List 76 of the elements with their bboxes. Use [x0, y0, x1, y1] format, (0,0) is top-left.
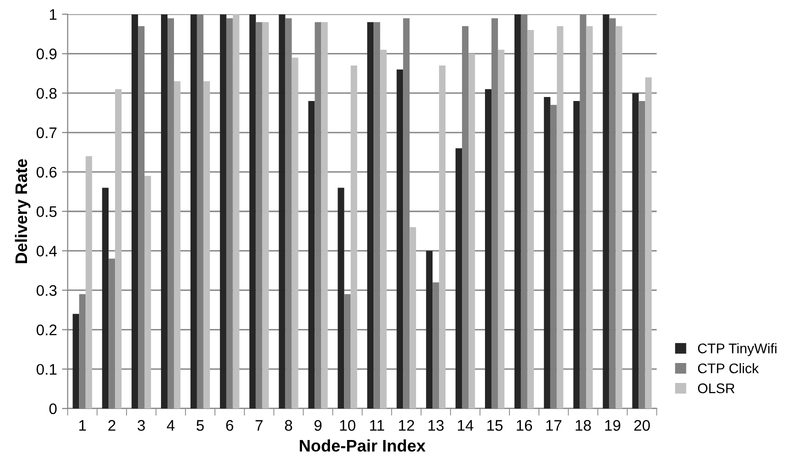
bar — [468, 54, 475, 408]
bar — [645, 77, 652, 408]
y-axis-title: Delivery Rate — [14, 159, 30, 264]
x-tick-label: 19 — [605, 420, 620, 431]
legend-label: CTP TinyWifi — [698, 343, 776, 356]
bar — [262, 22, 269, 408]
bar — [232, 14, 240, 408]
bar — [203, 81, 210, 408]
x-tick-label: 17 — [546, 420, 562, 431]
bar — [484, 89, 492, 408]
bar — [308, 100, 315, 408]
x-tick-label: 1 — [79, 420, 86, 431]
x-tick-label: 6 — [226, 420, 234, 431]
bar — [616, 26, 622, 408]
bar — [573, 100, 580, 408]
x-tick-label: 13 — [428, 420, 444, 431]
bar — [190, 14, 197, 408]
x-tick-label: 3 — [138, 420, 145, 431]
bar — [586, 26, 593, 408]
bar — [527, 30, 534, 408]
bar — [72, 314, 80, 408]
y-tick-label: 0.4 — [36, 246, 57, 256]
bar — [321, 22, 328, 408]
bar — [456, 148, 462, 408]
x-tick-label: 15 — [487, 420, 503, 431]
legend-label: CTP Click — [698, 363, 759, 374]
bar — [174, 81, 180, 408]
bar — [292, 58, 298, 408]
bar — [439, 66, 446, 408]
bar — [161, 14, 168, 408]
bar — [278, 14, 286, 408]
bar — [132, 14, 138, 408]
y-tick-label: 0.5 — [36, 206, 57, 218]
y-tick-label: 0.2 — [36, 324, 56, 336]
bar — [380, 50, 387, 408]
bar — [514, 14, 521, 408]
bar — [367, 22, 374, 408]
x-tick-label: 9 — [314, 420, 322, 431]
x-tick-label: 10 — [340, 420, 356, 431]
bar — [338, 188, 344, 408]
y-tick-label: 0.1 — [36, 364, 56, 375]
x-tick-label: 14 — [458, 420, 474, 431]
bar — [144, 176, 152, 408]
y-tick-label: 0 — [49, 403, 57, 414]
bar — [350, 66, 358, 408]
legend-label: OLSR — [698, 383, 734, 394]
bar — [426, 250, 433, 408]
x-tick-label: 11 — [370, 420, 384, 431]
bar — [396, 69, 404, 408]
bar — [249, 14, 256, 408]
x-tick-label: 5 — [196, 420, 204, 431]
x-tick-label: 16 — [516, 420, 532, 431]
bar — [632, 93, 639, 408]
x-tick-label: 20 — [634, 420, 650, 431]
bar — [410, 227, 416, 408]
bar — [115, 89, 122, 408]
x-tick-label: 4 — [166, 420, 175, 431]
bar — [220, 14, 226, 408]
y-tick-label: 0.6 — [36, 166, 57, 178]
x-axis-title: Node-Pair Index — [300, 439, 426, 452]
bar — [498, 50, 504, 408]
x-tick-label: 7 — [256, 420, 263, 431]
bar — [102, 188, 109, 408]
y-tick-label: 0.7 — [36, 127, 56, 138]
x-tick-label: 18 — [576, 420, 591, 431]
bar — [602, 14, 610, 408]
bar — [86, 156, 92, 408]
x-tick-label: 2 — [108, 420, 116, 431]
y-tick-label: 1 — [50, 9, 56, 20]
y-tick-label: 0.9 — [36, 48, 57, 60]
y-tick-label: 0.3 — [36, 285, 57, 296]
bar — [544, 97, 550, 408]
bar — [556, 26, 564, 408]
x-tick-label: 12 — [399, 420, 414, 431]
x-tick-label: 8 — [284, 420, 292, 431]
y-tick-label: 0.8 — [36, 88, 57, 99]
